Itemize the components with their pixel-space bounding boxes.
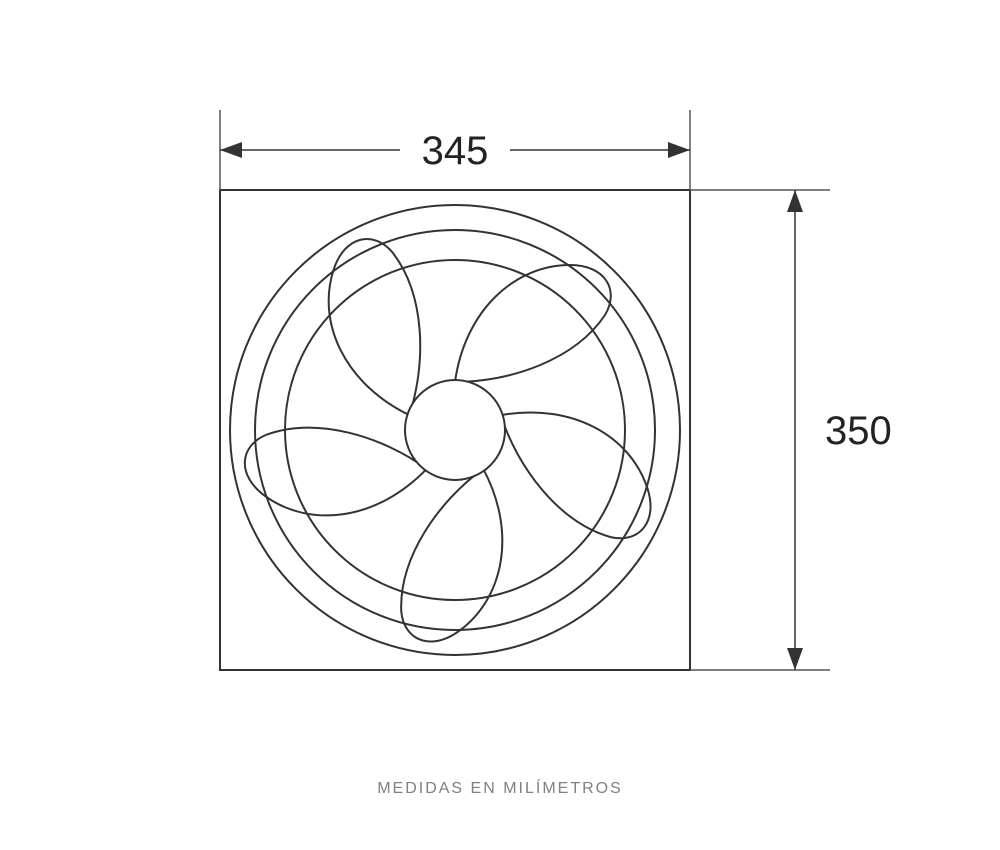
- dim-height-value: 350: [825, 409, 892, 453]
- diagram-stage: 345 350 MEDIDAS EN MILÍMETROS: [0, 0, 1000, 850]
- dim-width-value: 345: [422, 129, 489, 173]
- fan-dimension-svg: 345 350: [0, 0, 1000, 850]
- units-caption: MEDIDAS EN MILÍMETROS: [0, 780, 1000, 798]
- hub-circle: [405, 380, 505, 480]
